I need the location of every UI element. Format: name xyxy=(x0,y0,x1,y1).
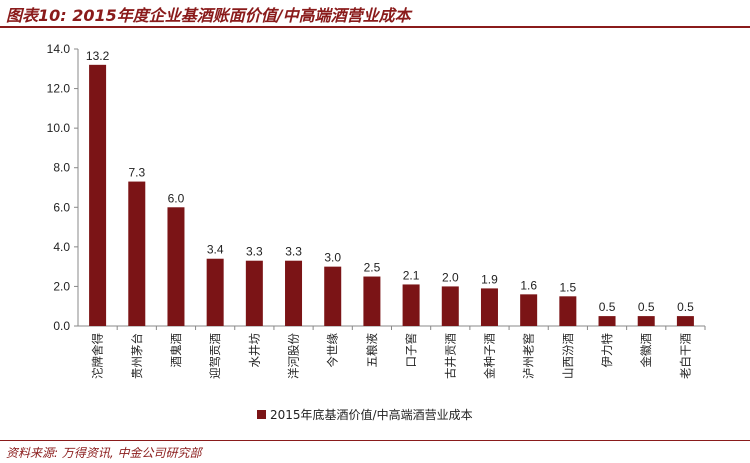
bar-value-label: 3.3 xyxy=(246,245,263,259)
y-tick-label: 4.0 xyxy=(53,240,70,254)
bar-value-label: 13.2 xyxy=(86,49,110,63)
chart-legend: 2015年底基酒价值/中高端酒营业成本 xyxy=(257,407,473,422)
bar-value-label: 0.5 xyxy=(599,300,616,314)
bar-chart: 0.0 2.0 4.0 6.0 8.0 10.0 12.0 14.0 13.2 7.3 6.0 3.… xyxy=(47,42,706,422)
bar-value-label: 2.0 xyxy=(442,270,459,284)
y-tick-label: 2.0 xyxy=(53,279,70,293)
category-label: 五粮液 xyxy=(365,333,379,368)
title-rule xyxy=(0,26,750,28)
y-tick-label: 6.0 xyxy=(53,200,70,214)
bar xyxy=(402,284,420,326)
bar xyxy=(89,64,107,326)
figure-title: 图表10: 2015年度企业基酒账面价值/中高端酒营业成本 xyxy=(6,6,411,25)
category-label: 贵州茅台 xyxy=(130,333,144,379)
bar-series xyxy=(89,64,694,326)
bar xyxy=(480,288,498,326)
category-label: 古井贡酒 xyxy=(443,333,457,379)
category-label: 洋河股份 xyxy=(287,333,301,379)
bar-value-label: 1.9 xyxy=(481,272,498,286)
y-tick-label: 12.0 xyxy=(47,82,71,96)
bar-value-label: 1.5 xyxy=(560,280,577,294)
bar-value-label: 3.4 xyxy=(207,243,224,257)
y-tick-label: 0.0 xyxy=(53,319,70,333)
bar xyxy=(206,258,224,326)
legend-swatch xyxy=(257,410,266,419)
bar-value-label: 2.1 xyxy=(403,268,420,282)
footer-rule xyxy=(0,440,750,441)
category-label: 金徽酒 xyxy=(639,333,653,368)
y-tick-label: 14.0 xyxy=(47,42,71,56)
category-label: 今世缘 xyxy=(326,333,340,368)
bar-value-label: 3.3 xyxy=(285,245,302,259)
category-label: 伊力特 xyxy=(600,333,614,368)
value-labels: 13.2 7.3 6.0 3.4 3.3 3.3 3.0 2.5 2.1 2.0 1.9 1.6 1.5… xyxy=(86,49,694,314)
y-tick-label: 8.0 xyxy=(53,161,70,175)
category-label: 水井坊 xyxy=(247,333,261,368)
category-label: 泸州老窖 xyxy=(522,333,536,379)
category-label: 沱牌舍得 xyxy=(91,333,105,379)
bar-value-label: 0.5 xyxy=(677,300,694,314)
source-note: 资料来源: 万得资讯, 中金公司研究部 xyxy=(6,446,202,460)
category-label: 口子窖 xyxy=(404,333,418,368)
bar xyxy=(520,294,538,326)
bar xyxy=(128,181,146,326)
bar xyxy=(363,276,381,326)
bar xyxy=(441,286,459,326)
bar xyxy=(245,260,263,326)
bar xyxy=(285,260,303,326)
category-labels: 沱牌舍得 贵州茅台 酒鬼酒 迎驾贡酒 水井坊 洋河股份 今世缘 五粮液 口子窖 古井贡酒 金种子酒 泸… xyxy=(91,326,706,379)
bar xyxy=(167,207,185,326)
bar xyxy=(324,266,342,326)
legend-label: 2015年底基酒价值/中高端酒营业成本 xyxy=(270,407,473,422)
bar-value-label: 6.0 xyxy=(168,191,185,205)
category-label: 老白干酒 xyxy=(678,333,692,379)
bar xyxy=(598,316,616,326)
bar-value-label: 2.5 xyxy=(364,261,381,275)
bar-value-label: 7.3 xyxy=(128,166,145,180)
y-tick-label: 10.0 xyxy=(47,121,71,135)
category-label: 迎驾贡酒 xyxy=(208,333,222,379)
bar xyxy=(559,296,577,326)
bar-value-label: 0.5 xyxy=(638,300,655,314)
y-axis-ticks: 0.0 2.0 4.0 6.0 8.0 10.0 12.0 14.0 xyxy=(47,42,78,333)
bar xyxy=(637,316,655,326)
category-label: 山西汾酒 xyxy=(561,333,575,379)
bar xyxy=(676,316,694,326)
bar-value-label: 1.6 xyxy=(520,278,537,292)
category-label: 酒鬼酒 xyxy=(169,333,183,368)
bar-value-label: 3.0 xyxy=(324,251,341,265)
category-label: 金种子酒 xyxy=(482,333,496,379)
